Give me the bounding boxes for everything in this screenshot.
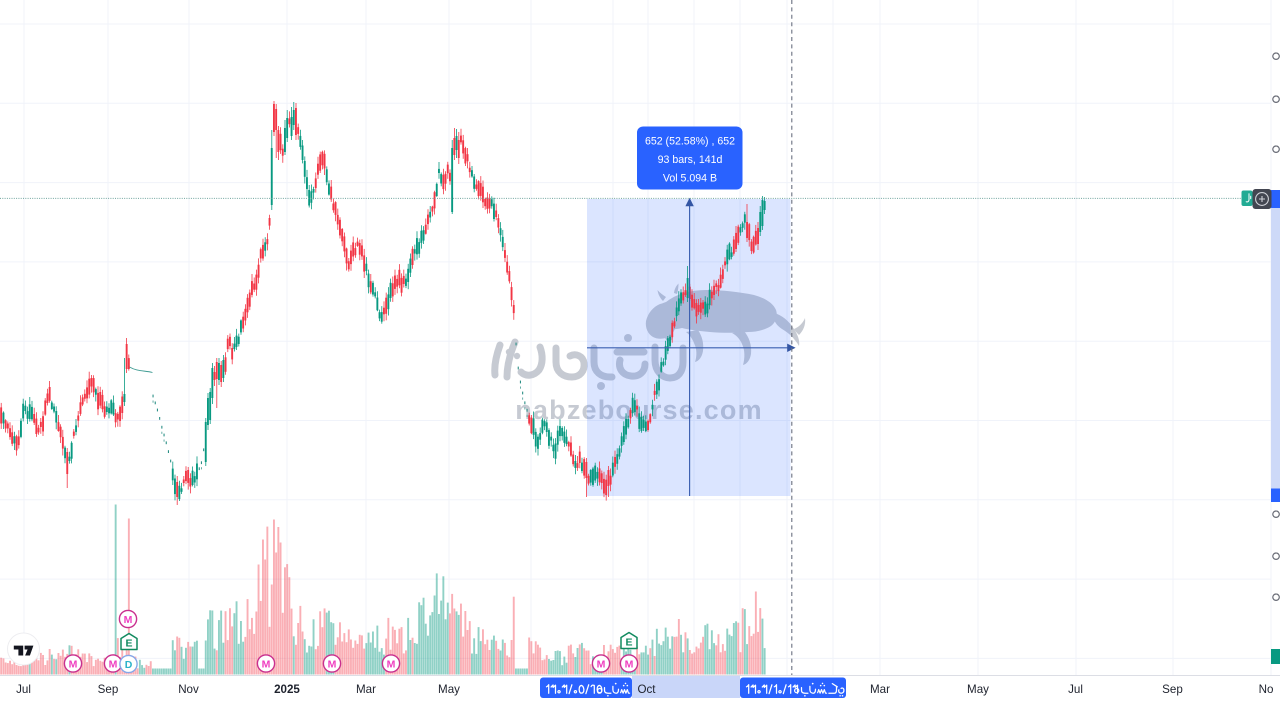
svg-text:Vol 5.094 B: Vol 5.094 B <box>663 173 717 185</box>
svg-text:M: M <box>625 658 634 670</box>
svg-text:Jul: Jul <box>1068 683 1083 696</box>
svg-text:Oct: Oct <box>637 683 656 696</box>
svg-text:93 bars, 141d: 93 bars, 141d <box>658 154 723 166</box>
svg-text:M: M <box>597 658 606 670</box>
svg-text:M: M <box>328 658 337 670</box>
svg-text:Mar: Mar <box>870 683 890 696</box>
svg-text:M: M <box>124 614 133 626</box>
svg-text:E: E <box>125 638 132 650</box>
svg-text:Sep: Sep <box>1162 683 1183 696</box>
svg-text:2025: 2025 <box>274 683 300 696</box>
svg-text:M: M <box>262 658 271 670</box>
svg-text:652 (52.58%) , 652: 652 (52.58%) , 652 <box>645 136 735 148</box>
svg-text:Nov: Nov <box>178 683 199 696</box>
svg-text:M: M <box>109 658 118 670</box>
svg-text:Sep: Sep <box>98 683 119 696</box>
svg-text:D: D <box>125 659 133 671</box>
svg-text:E: E <box>625 637 632 649</box>
svg-text:Mar: Mar <box>356 683 376 696</box>
svg-text:M: M <box>387 658 396 670</box>
svg-text:May: May <box>438 683 460 696</box>
svg-text:Jul: Jul <box>16 683 31 696</box>
svg-text:No: No <box>1259 683 1274 696</box>
svg-text:M: M <box>69 658 78 670</box>
svg-text:May: May <box>967 683 989 696</box>
